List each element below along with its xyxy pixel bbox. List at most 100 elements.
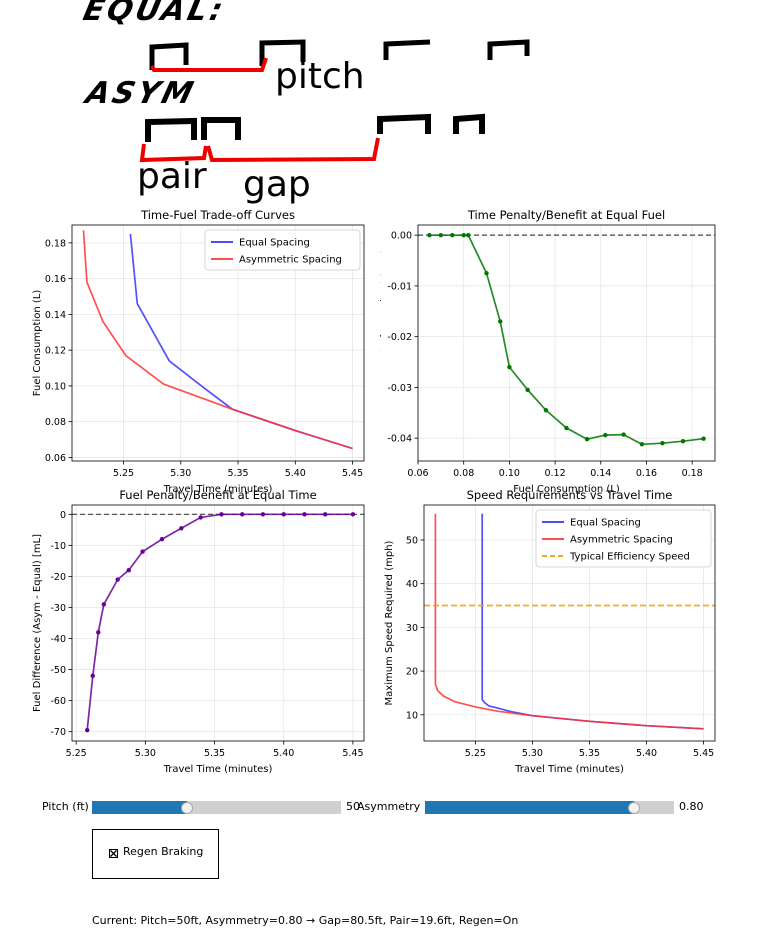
data-point <box>680 439 686 444</box>
y-tick-label: -70 <box>50 727 66 738</box>
x-axis-label: Fuel Consumption (L) <box>513 484 620 495</box>
series-line-1 <box>434 513 704 730</box>
x-tick-label: 5.30 <box>170 468 191 479</box>
series-line-0 <box>429 234 704 446</box>
pitch-slider-handle[interactable] <box>180 802 193 814</box>
data-point <box>543 408 549 413</box>
y-tick-label: -50 <box>50 665 66 676</box>
x-tick-label: 0.10 <box>499 468 520 479</box>
plot-frame <box>417 224 716 462</box>
chart-fuel-penalty: 5.25 5.30 5.35 5.40 5.45 0 -10 -20 -30 -40 -50 -60 -… <box>32 488 365 775</box>
y-tick-label: 0.06 <box>45 453 66 464</box>
status-text: Current: Pitch=50ft, Asymmetry=0.80 → Ga… <box>92 914 519 927</box>
x-tick-label: 5.40 <box>636 748 657 759</box>
regen-braking-checkbox[interactable] <box>109 849 118 858</box>
equal-label: EQUAL: <box>80 0 229 28</box>
equal-car-marks <box>149 39 530 70</box>
x-tick-label: 5.45 <box>342 748 363 759</box>
data-point <box>101 602 107 607</box>
y-tick-label: -0.02 <box>387 332 412 343</box>
data-point <box>281 512 286 517</box>
chart-title: Time Penalty/Benefit at Equal Fuel <box>467 208 665 222</box>
y-tick-label: 0.12 <box>45 346 66 357</box>
y-tick-label: -0.04 <box>387 434 412 445</box>
y-tick-label: -30 <box>50 603 66 614</box>
pitch-bracket <box>150 57 268 72</box>
data-point <box>302 512 307 517</box>
x-tick-label: 0.06 <box>407 468 428 479</box>
x-tick-label: 5.25 <box>66 748 87 759</box>
asym-label: ASYM <box>80 76 199 110</box>
asymmetry-slider[interactable] <box>425 801 674 814</box>
y-axis-label: Time Difference (Asym - Equal) [min] <box>380 250 382 437</box>
asymmetry-value: 0.80 <box>679 800 704 813</box>
data-point <box>603 432 608 438</box>
pair-bracket <box>139 143 208 163</box>
y-tick-label: 30 <box>406 623 418 634</box>
y-axis-label: Fuel Consumption (L) <box>32 290 43 397</box>
y-axis-label: Fuel Difference (Asym - Equal) [mL] <box>32 534 43 712</box>
data-point <box>260 512 266 517</box>
data-point <box>323 512 328 517</box>
x-tick-label: 5.30 <box>135 748 156 759</box>
x-axis-label: Travel Time (minutes) <box>514 764 624 775</box>
y-tick-label: -0.01 <box>387 281 412 292</box>
chart-title: Fuel Penalty/Benefit at Equal Time <box>119 488 316 502</box>
pitch-label: pitch <box>275 56 365 97</box>
x-tick-label: 5.30 <box>522 748 543 759</box>
data-point <box>350 512 356 517</box>
x-tick-label: 5.45 <box>693 748 714 759</box>
data-point <box>450 232 455 238</box>
plot-frame <box>71 504 365 742</box>
x-tick-label: 5.40 <box>285 468 306 479</box>
data-point <box>179 526 184 531</box>
pitch-slider[interactable] <box>92 801 341 814</box>
chart-title: Speed Requirements vs Travel Time <box>467 488 673 502</box>
y-tick-label: 10 <box>406 710 418 721</box>
y-tick-label: 0.16 <box>45 274 66 285</box>
data-point <box>96 630 101 635</box>
data-point <box>584 436 590 442</box>
y-axis-label: Maximum Speed Required (mph) <box>384 540 395 705</box>
data-point <box>639 442 645 447</box>
data-point <box>660 441 665 446</box>
x-tick-label: 5.40 <box>273 748 294 759</box>
asymmetry-slider-handle[interactable] <box>628 802 641 814</box>
x-axis-label: Travel Time (minutes) <box>163 484 273 495</box>
y-tick-label: -60 <box>50 696 66 707</box>
x-tick-label: 5.25 <box>465 748 486 759</box>
data-point <box>90 673 95 678</box>
data-point <box>115 577 120 582</box>
asymmetry-slider-label: Asymmetry <box>357 800 421 813</box>
legend-box <box>535 509 712 568</box>
data-point <box>461 232 466 238</box>
data-point <box>438 232 444 238</box>
data-point <box>140 549 145 554</box>
data-point <box>701 436 706 441</box>
y-tick-label: -10 <box>50 541 66 552</box>
data-point <box>240 512 245 517</box>
data-point <box>525 387 530 393</box>
data-point <box>498 319 503 324</box>
chart-speed-requirements: 5.25 5.30 5.35 5.40 5.45 10 20 30 40 50 Speed Requ… <box>384 488 716 775</box>
x-tick-label: 5.35 <box>227 468 248 479</box>
x-tick-label: 5.35 <box>579 748 600 759</box>
x-axis-label: Travel Time (minutes) <box>163 764 273 775</box>
x-tick-label: 0.14 <box>590 468 611 479</box>
x-tick-label: 5.25 <box>113 468 134 479</box>
x-tick-label: 5.45 <box>342 468 363 479</box>
data-point <box>507 364 512 370</box>
data-point <box>159 536 165 542</box>
y-tick-label: -20 <box>50 572 66 583</box>
x-tick-label: 0.08 <box>453 468 474 479</box>
y-tick-label: -0.03 <box>387 383 412 394</box>
plot-frame <box>71 224 365 462</box>
x-tick-label: 0.18 <box>682 468 703 479</box>
series-line-0 <box>86 513 353 731</box>
legend-label: Equal Spacing <box>570 518 641 529</box>
y-tick-label: 0.00 <box>391 231 412 242</box>
legend-label: Equal Spacing <box>239 238 310 249</box>
x-tick-label: 0.16 <box>636 468 657 479</box>
data-point <box>466 232 471 238</box>
data-point <box>219 512 224 517</box>
